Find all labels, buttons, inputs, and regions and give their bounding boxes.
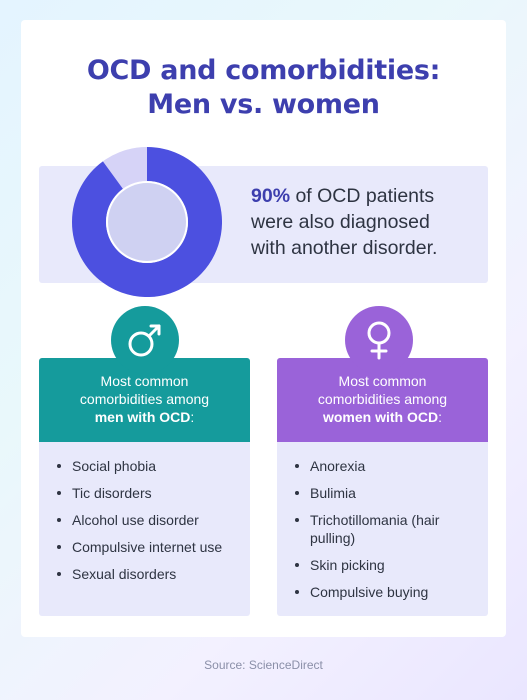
title-line-1: OCD and comorbidities:: [86, 55, 441, 86]
men-header-bold: men with OCD: [94, 409, 191, 425]
title-line-2: Men vs. women: [147, 89, 380, 120]
women-header-line-1: Most common: [338, 373, 427, 389]
women-header-suffix: :: [438, 409, 442, 425]
donut-percent-arc: [72, 147, 222, 297]
stat-percent: 90%: [251, 185, 291, 207]
donut-chart: [72, 147, 222, 297]
men-header-line-2: comorbidities among: [79, 391, 210, 407]
list-item: Bulimia: [293, 484, 488, 502]
list-item: Skin picking: [293, 556, 488, 574]
list-item: Social phobia: [55, 457, 250, 475]
female-symbol-icon: [345, 306, 413, 374]
women-comorbidities-card: Most common comorbidities among women wi…: [277, 358, 488, 616]
stat-line-3: with another disorder.: [251, 237, 438, 259]
list-item: Sexual disorders: [55, 565, 250, 583]
stat-line-2: were also diagnosed: [251, 211, 430, 233]
page-title: OCD and comorbidities: Men vs. women: [0, 54, 527, 122]
women-comorbidities-list: Anorexia Bulimia Trichotillomania (hair …: [277, 442, 488, 601]
list-item: Tic disorders: [55, 484, 250, 502]
women-header-bold: women with OCD: [322, 409, 439, 425]
list-item: Anorexia: [293, 457, 488, 475]
women-header-line-2: comorbidities among: [317, 391, 448, 407]
source-credit: Source: ScienceDirect: [204, 658, 323, 672]
list-item: Compulsive internet use: [55, 538, 250, 556]
list-item: Compulsive buying: [293, 583, 488, 601]
male-symbol-icon: [111, 306, 179, 374]
donut-hole: [108, 183, 186, 261]
men-header-suffix: :: [190, 409, 195, 425]
stat-line-1: of OCD patients: [290, 185, 435, 207]
men-comorbidities-list: Social phobia Tic disorders Alcohol use …: [39, 442, 250, 583]
men-header-line-1: Most common: [100, 373, 189, 389]
stat-text: 90% of OCD patients were also diagnosed …: [251, 183, 491, 261]
list-item: Trichotillomania (hair pulling): [293, 511, 488, 547]
men-comorbidities-card: Most common comorbidities among men with…: [39, 358, 250, 616]
list-item: Alcohol use disorder: [55, 511, 250, 529]
